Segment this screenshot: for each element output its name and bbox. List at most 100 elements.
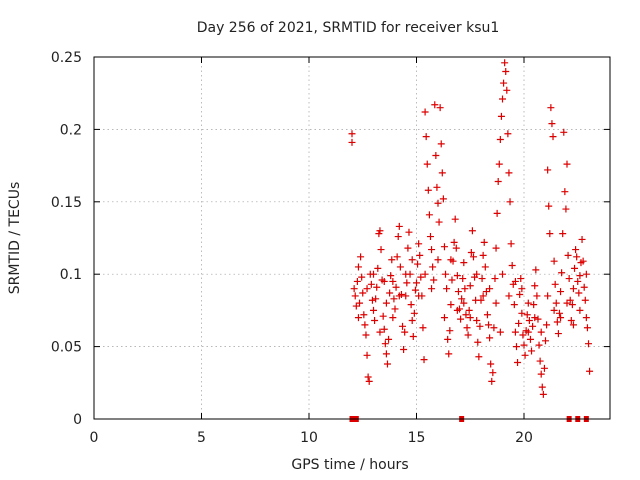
data-point (415, 292, 423, 300)
data-point (452, 244, 460, 252)
data-point (451, 215, 459, 223)
data-point (434, 199, 442, 207)
data-point (511, 328, 519, 336)
data-point (477, 296, 485, 304)
data-point (380, 325, 388, 333)
data-point (510, 301, 518, 309)
data-point (531, 314, 539, 322)
data-point (521, 351, 529, 359)
data-point (447, 301, 455, 309)
data-point (386, 289, 394, 297)
data-point (583, 324, 591, 332)
y-tick-label: 0.05 (51, 340, 82, 356)
data-point (382, 299, 390, 307)
data-point (474, 338, 482, 346)
data-point (550, 257, 558, 265)
data-point (391, 305, 399, 313)
data-point (492, 244, 500, 252)
data-point (517, 275, 525, 283)
data-point (431, 101, 439, 109)
data-point (417, 273, 425, 281)
data-point (367, 280, 375, 288)
data-point (546, 230, 554, 238)
data-point (370, 306, 377, 314)
data-point (505, 169, 513, 177)
data-point (389, 314, 397, 322)
data-point (424, 186, 432, 194)
data-point (348, 130, 356, 138)
data-point (458, 295, 466, 303)
y-axis-label: SRMTID / TECUs (7, 182, 23, 295)
data-point (400, 345, 408, 353)
data-point (504, 130, 512, 138)
data-point (353, 277, 361, 285)
data-point (370, 270, 377, 278)
data-point (535, 341, 543, 349)
data-point (544, 166, 552, 174)
data-point (466, 282, 474, 290)
data-point (578, 235, 586, 243)
y-tick-label: 0 (73, 412, 82, 428)
data-point (368, 296, 376, 304)
tick-labels: 0 5 10 15 20 0 0.05 0.1 0.15 0.2 0.25 (51, 50, 533, 446)
data-point (365, 377, 373, 385)
data-point (480, 238, 488, 246)
data-point (446, 327, 454, 335)
data-point (582, 270, 590, 278)
data-point (408, 317, 416, 325)
data-point (434, 256, 442, 264)
data-point (552, 299, 560, 307)
data-point (524, 299, 532, 307)
data-point (473, 270, 481, 278)
data-point (538, 383, 546, 391)
data-point (580, 283, 588, 291)
data-point (569, 285, 577, 293)
data-point (572, 246, 580, 254)
data-point (421, 270, 429, 278)
data-point (574, 277, 582, 285)
data-point (581, 296, 589, 304)
data-point (435, 218, 443, 226)
data-point (361, 321, 369, 329)
data-point (537, 328, 545, 336)
data-point (524, 328, 532, 336)
data-point (483, 311, 491, 319)
data-point (357, 253, 365, 261)
data-point (436, 104, 444, 112)
axis-ticks (93, 56, 610, 420)
data-point (433, 183, 441, 191)
data-point (402, 270, 410, 278)
data-point (453, 272, 461, 280)
data-point (410, 309, 418, 317)
data-point (463, 324, 471, 332)
data-point (443, 285, 451, 293)
data-point (558, 269, 566, 277)
data-point (475, 353, 483, 361)
data-point (571, 264, 579, 272)
data-point (364, 373, 372, 381)
data-point (454, 288, 462, 296)
data-point (542, 337, 549, 345)
data-point (394, 233, 402, 241)
data-point (514, 359, 522, 367)
data-point (402, 292, 410, 300)
data-point (523, 311, 531, 319)
data-point (567, 317, 575, 325)
data-point (554, 330, 562, 338)
data-point (447, 256, 455, 264)
data-point (376, 227, 384, 235)
data-point (440, 314, 448, 322)
data-point (553, 318, 561, 326)
data-point (393, 253, 401, 261)
data-point (533, 292, 541, 300)
data-point (428, 285, 436, 293)
grid-lines (94, 57, 610, 419)
data-point (350, 285, 358, 293)
data-point (545, 202, 553, 210)
data-point (421, 108, 429, 116)
plot-frame (93, 56, 611, 420)
data-point (363, 351, 371, 359)
data-point (426, 233, 434, 241)
data-point (550, 306, 558, 314)
data-point (408, 256, 416, 264)
